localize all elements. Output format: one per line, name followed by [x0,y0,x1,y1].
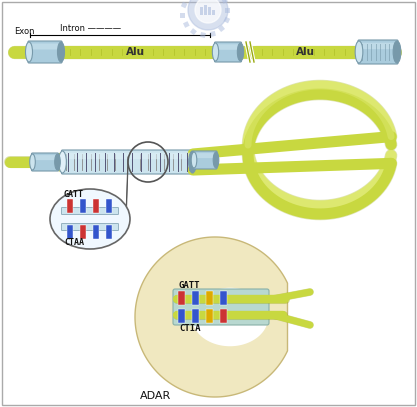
FancyBboxPatch shape [361,43,395,49]
Ellipse shape [30,154,35,170]
Bar [193,309,199,323]
FancyBboxPatch shape [196,153,214,158]
Bar [178,291,186,305]
FancyBboxPatch shape [358,40,398,64]
Ellipse shape [213,152,219,168]
Bar [178,309,186,323]
FancyBboxPatch shape [214,42,241,62]
Text: ADAR: ADAR [140,391,171,401]
Polygon shape [192,288,268,346]
Text: GATT: GATT [64,190,84,199]
Text: Exon: Exon [14,27,35,36]
Bar [106,199,112,213]
Text: Intron ————: Intron ———— [60,24,121,33]
Bar [181,13,186,18]
Bar [80,225,86,239]
FancyBboxPatch shape [193,151,217,169]
FancyBboxPatch shape [34,155,56,160]
Text: Alu: Alu [296,47,314,57]
Text: GATT: GATT [179,281,201,290]
FancyBboxPatch shape [61,208,118,214]
Bar [181,2,188,8]
Bar [106,225,112,239]
FancyBboxPatch shape [61,223,118,230]
Ellipse shape [58,42,65,62]
FancyBboxPatch shape [64,153,191,159]
Bar [201,7,203,15]
Bar [208,7,211,15]
Bar [183,21,190,28]
Circle shape [195,0,221,23]
Ellipse shape [393,41,401,63]
Bar [210,31,216,37]
Bar [221,309,228,323]
FancyBboxPatch shape [30,44,60,50]
Bar [218,25,225,32]
Bar [221,291,228,305]
Text: Alu: Alu [126,47,145,57]
Ellipse shape [212,43,219,61]
Bar [93,199,99,213]
Bar [206,291,214,305]
FancyBboxPatch shape [32,153,58,171]
Bar [190,28,197,35]
Ellipse shape [191,152,197,168]
Bar [226,7,231,13]
Polygon shape [135,237,287,397]
FancyBboxPatch shape [173,289,269,325]
FancyBboxPatch shape [61,150,193,174]
Ellipse shape [50,189,130,249]
Bar [80,199,86,213]
Bar [200,32,206,38]
Text: CTIA: CTIA [179,324,201,333]
Bar [221,0,228,4]
Bar [193,291,199,305]
Bar [213,10,216,15]
Bar [93,225,99,239]
Bar [206,309,214,323]
Ellipse shape [355,41,363,63]
FancyBboxPatch shape [28,41,62,63]
Ellipse shape [55,154,60,170]
Bar [67,199,73,213]
Text: CTAA: CTAA [64,238,84,247]
FancyBboxPatch shape [217,44,239,50]
Bar [204,5,208,15]
Circle shape [188,0,228,30]
Ellipse shape [237,43,244,61]
Bar [224,17,230,23]
Ellipse shape [188,151,196,173]
Ellipse shape [59,151,66,173]
Bar [67,225,73,239]
Ellipse shape [25,42,33,62]
